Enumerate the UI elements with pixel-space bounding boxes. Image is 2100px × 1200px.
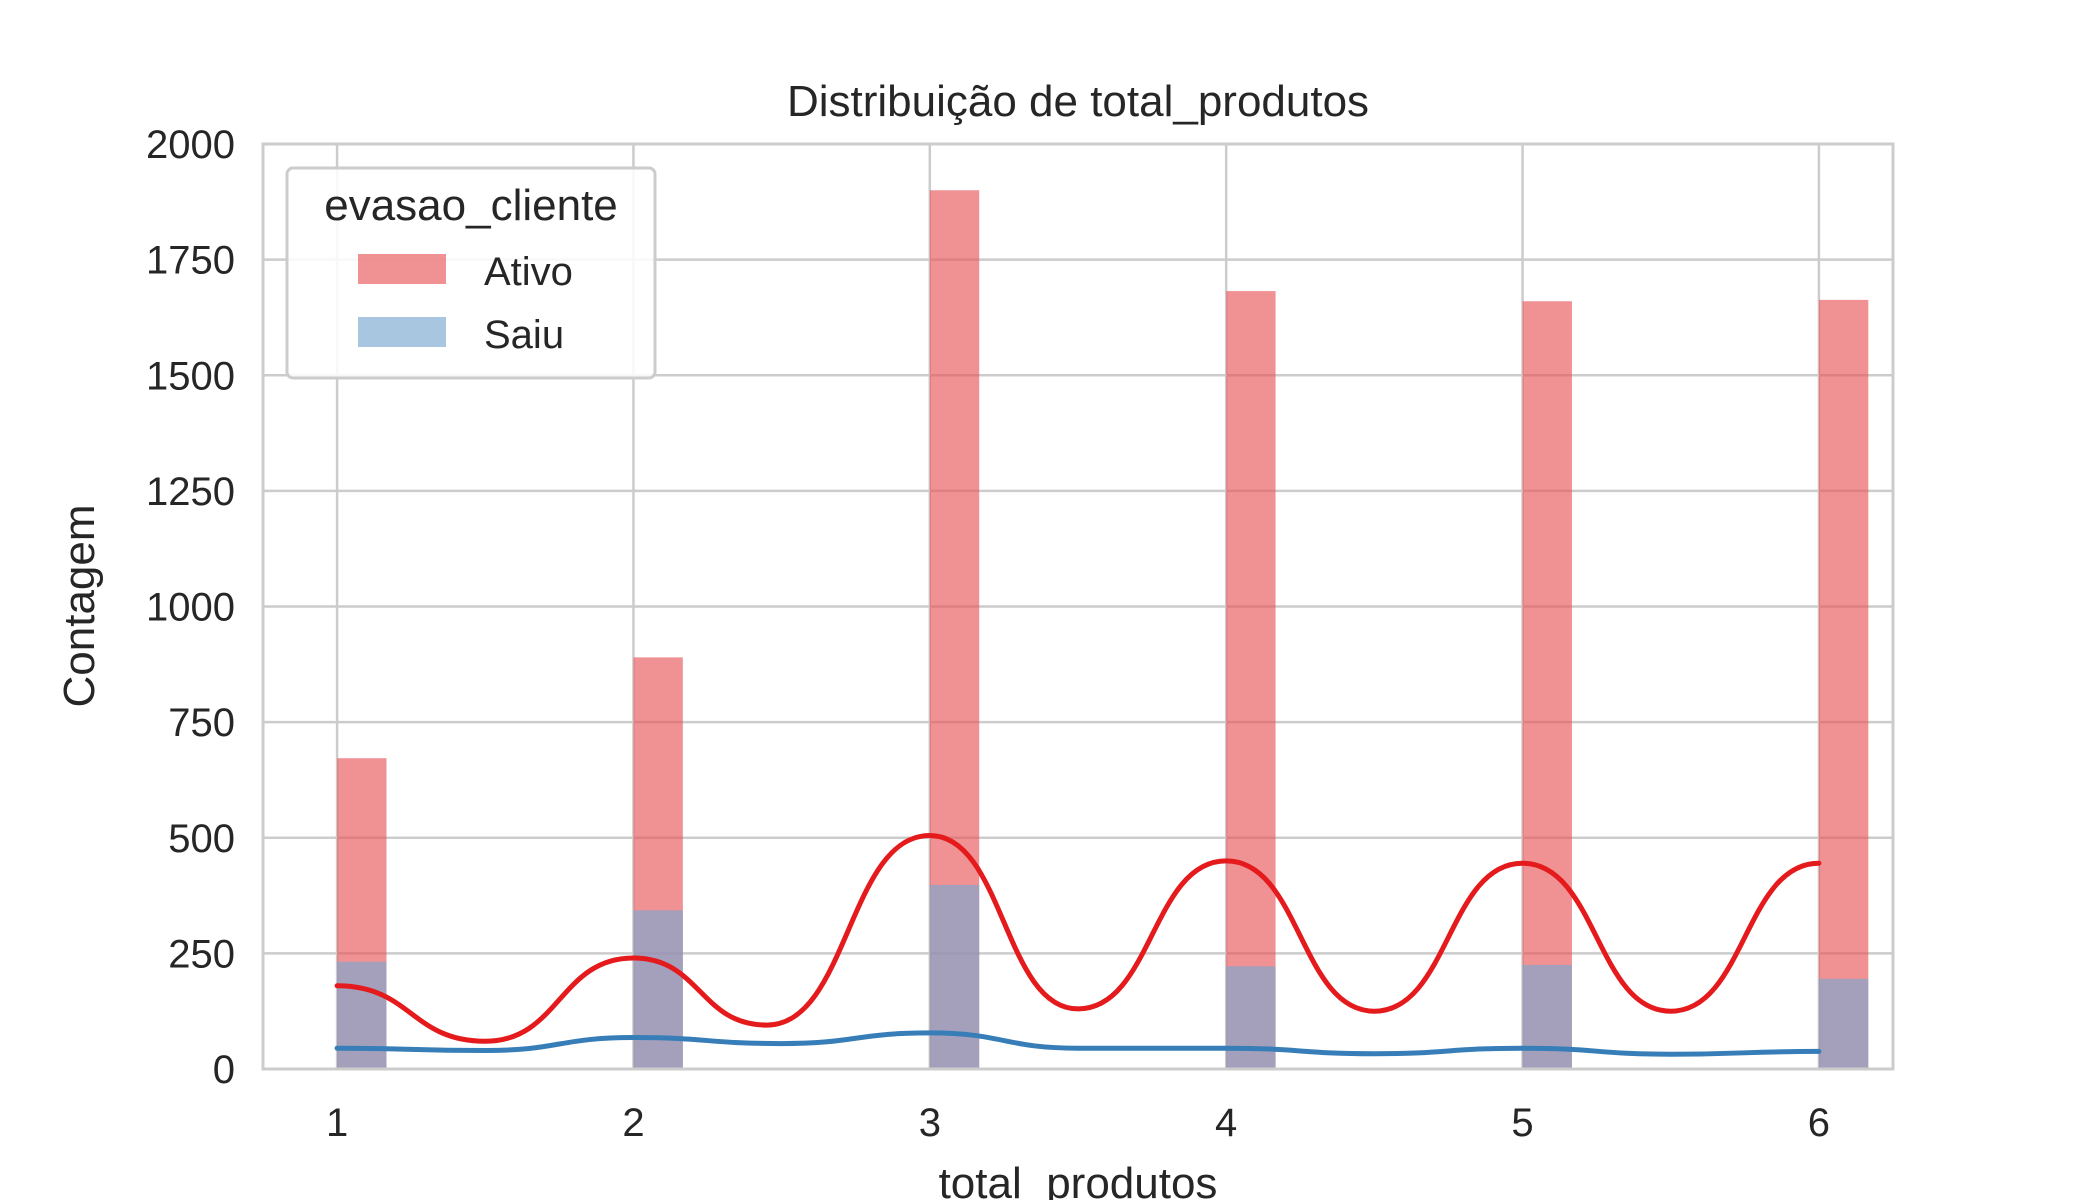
y-tick-label: 1500 [146, 354, 235, 398]
legend-swatch-saiu [358, 317, 446, 347]
legend: evasao_cliente Ativo Saiu [285, 166, 657, 380]
kde-curves [334, 832, 1822, 1057]
y-axis-label: Contagem [55, 504, 104, 707]
y-tick-label: 1750 [146, 239, 235, 283]
plot-frame [261, 142, 1895, 1071]
y-tick-label: 2000 [146, 123, 235, 167]
x-tick-label: 3 [919, 1101, 941, 1145]
bar-saiu [1818, 978, 1869, 1069]
legend-label-ativo: Ativo [484, 250, 573, 294]
bars [337, 190, 1869, 1069]
y-tick-label: 1250 [146, 470, 235, 514]
x-tick-label: 4 [1215, 1101, 1237, 1145]
x-tick-label: 5 [1511, 1101, 1533, 1145]
x-tick-label: 1 [326, 1101, 348, 1145]
y-tick-label: 1000 [146, 586, 235, 630]
y-tick-label: 500 [168, 817, 235, 861]
kde-line-ativo [334, 832, 1822, 1044]
chart-title: Distribuição de total_produtos [787, 77, 1369, 126]
bar-saiu [1226, 966, 1276, 1069]
bar-ativo [1818, 299, 1869, 1069]
legend-swatch-ativo [358, 254, 446, 284]
x-tick-label: 6 [1808, 1101, 1830, 1145]
bar-saiu [929, 884, 980, 1069]
bar-ativo [1226, 291, 1276, 1069]
bar-saiu [337, 961, 387, 1069]
y-tick-label: 0 [213, 1048, 235, 1092]
legend-title: evasao_cliente [324, 181, 618, 230]
x-tick-label: 2 [622, 1101, 644, 1145]
legend-label-saiu: Saiu [484, 313, 564, 357]
y-tick-label: 750 [168, 701, 235, 745]
y-tick-label: 250 [168, 932, 235, 976]
kde-line-saiu [334, 1030, 1822, 1057]
tick-labels: 0 250 500 750 1000 1250 1500 1750 2000 1 2 3 4 5 6 [146, 123, 1830, 1145]
bar-saiu [633, 910, 683, 1069]
bar-saiu [1522, 964, 1572, 1069]
bar-ativo [1522, 301, 1572, 1069]
x-axis-label: total_produtos [939, 1159, 1218, 1200]
